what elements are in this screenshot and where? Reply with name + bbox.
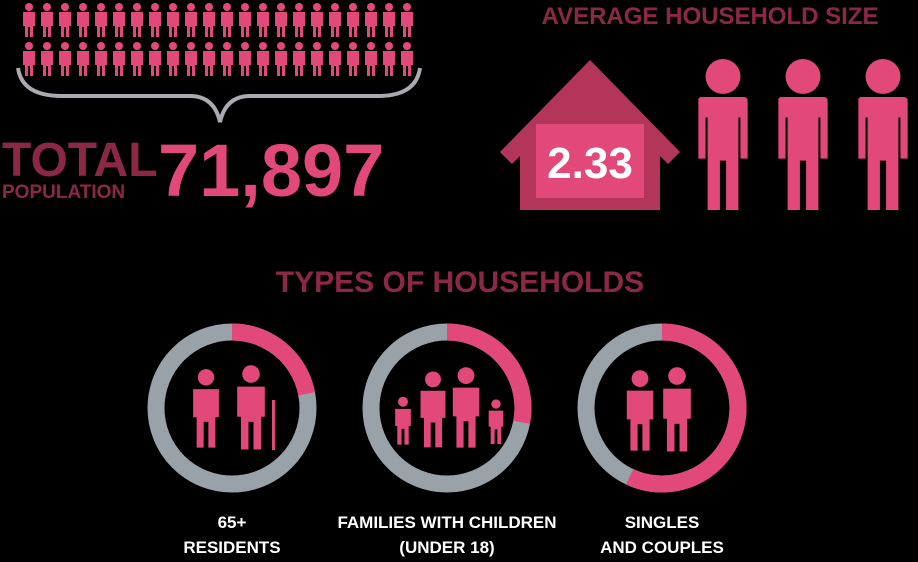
types-title: TYPES OF HOUSEHOLDS [276,266,644,299]
household-size-value: 2.33 [547,139,633,188]
population-icons [20,2,416,78]
type-label: AND COUPLES [600,538,724,557]
household-size-title: AVERAGE HOUSEHOLD SIZE [542,3,879,30]
population-value: 71,897 [158,129,384,212]
type-label: FAMILIES WITH CHILDREN [337,513,556,532]
couple-icon [626,367,691,452]
type-label: SINGLES [625,513,700,532]
population-label: POPULATION [2,182,125,203]
brace [16,67,422,123]
donut-segment [626,323,747,493]
type-label: (UNDER 18) [399,538,494,557]
donut-segment [446,323,532,424]
family-icon [395,367,504,448]
type-label: 65+ [218,513,247,532]
type-label: RESIDENTS [183,538,280,557]
donut-group [147,323,747,493]
person-icon [858,59,908,210]
person-icon [778,59,828,210]
donut-segment [231,323,316,396]
total-label: TOTAL [2,134,158,187]
person-icon [698,59,748,210]
seniors-icon [193,365,275,450]
house-panel [536,124,644,198]
